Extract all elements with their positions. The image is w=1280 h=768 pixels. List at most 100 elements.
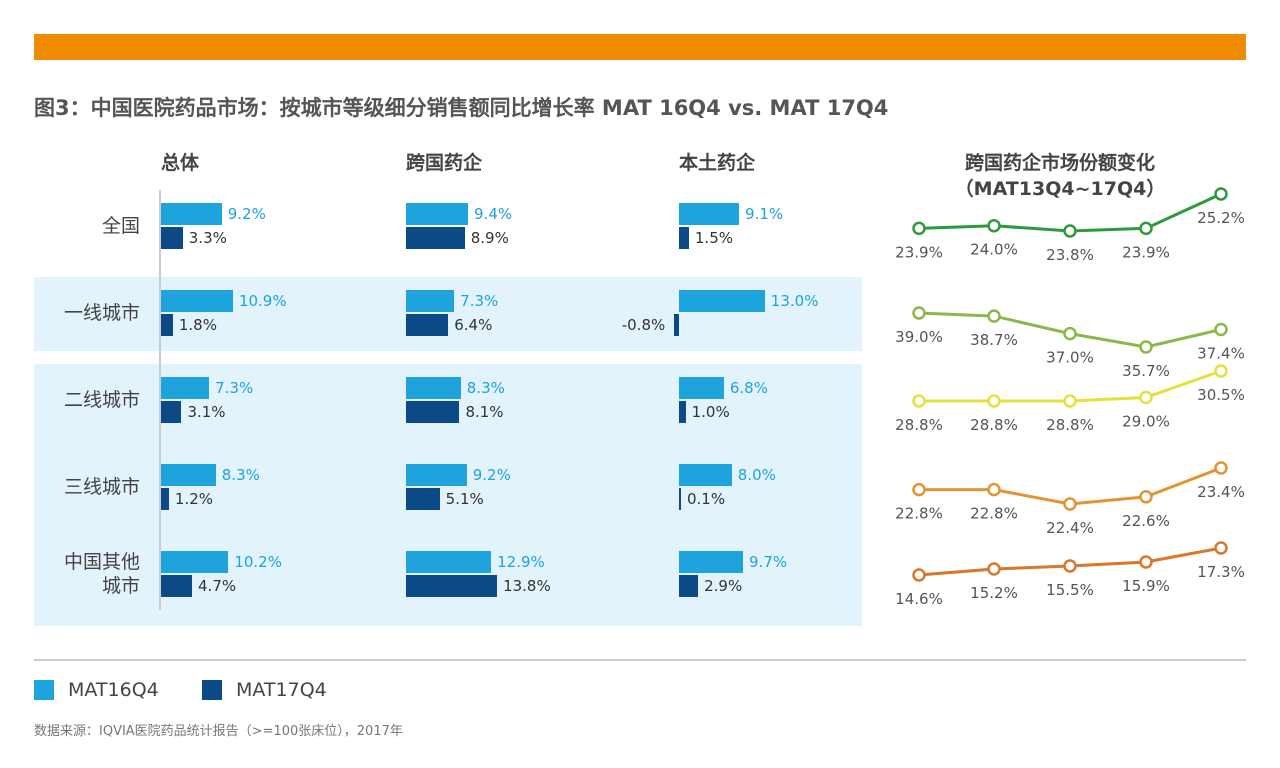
bar-value-label: 8.3%	[221, 466, 260, 484]
bar-mat16q4	[679, 290, 765, 312]
point-label: 23.8%	[1046, 246, 1094, 264]
data-point	[1063, 497, 1077, 511]
bar-value-label: 1.0%	[691, 403, 730, 421]
bar-value-label: 10.9%	[238, 292, 287, 310]
bar-value-label: -0.8%	[621, 316, 666, 334]
point-label: 23.9%	[1122, 243, 1170, 261]
bar-value-label: 9.1%	[745, 205, 784, 223]
bar-value-label: 3.3%	[188, 229, 227, 247]
point-label: 39.0%	[895, 328, 943, 346]
point-label: 24.0%	[970, 241, 1018, 259]
point-label: 35.7%	[1122, 362, 1170, 380]
point-label: 15.2%	[970, 584, 1018, 602]
point-label: 23.4%	[1197, 483, 1245, 501]
data-point	[1063, 394, 1077, 408]
row-label: 中国其他 城市	[63, 551, 140, 597]
bar-mat16q4	[406, 290, 455, 312]
bar-value-label: 7.3%	[215, 379, 254, 397]
legend-swatch	[202, 680, 222, 700]
row-label: 全国	[101, 215, 140, 237]
bar-mat17q4	[673, 314, 679, 336]
data-point	[1139, 340, 1153, 354]
bar-value-label: 10.2%	[234, 553, 282, 571]
point-label: 37.0%	[1046, 349, 1094, 367]
point-label: 28.8%	[1046, 416, 1094, 434]
bar-mat16q4	[406, 203, 469, 225]
bar-mat17q4	[161, 227, 183, 249]
data-point	[1214, 541, 1228, 555]
data-point	[912, 568, 926, 582]
point-label: 37.4%	[1197, 344, 1245, 362]
bar-value-label: 12.9%	[497, 553, 545, 571]
bar-mat16q4	[161, 464, 216, 486]
bar-mat17q4	[406, 401, 460, 423]
header-bar	[34, 34, 1246, 60]
bar-value-label: 3.1%	[187, 403, 226, 421]
bar-value-label: 8.0%	[737, 466, 776, 484]
row-label: 三线城市	[63, 476, 140, 498]
point-label: 17.3%	[1197, 563, 1245, 581]
point-label: 22.4%	[1046, 519, 1094, 537]
data-point	[1139, 221, 1153, 236]
bar-value-label: 1.2%	[174, 490, 214, 508]
source-note: 数据来源：IQVIA医院药品统计报告（>=100张床位），2017年	[34, 724, 403, 739]
data-point	[912, 221, 926, 236]
data-point	[1139, 390, 1153, 405]
panel-title-local: 本土药企	[679, 152, 756, 174]
bar-mat16q4	[679, 377, 724, 399]
bar-value-label: 8.9%	[470, 229, 509, 247]
point-label: 22.6%	[1122, 512, 1170, 530]
bar-mat17q4	[406, 488, 440, 510]
bar-mat17q4	[161, 575, 193, 597]
point-label: 15.9%	[1122, 577, 1170, 595]
data-point	[987, 394, 1001, 408]
panel-title-mnc: 跨国药企	[406, 152, 483, 174]
bar-value-label: 2.9%	[704, 577, 743, 595]
point-label: 14.6%	[895, 590, 943, 608]
data-point	[1139, 490, 1153, 504]
bar-mat17q4	[406, 575, 498, 597]
data-point	[987, 309, 1001, 323]
bar-value-label: 8.1%	[465, 403, 504, 421]
bar-mat16q4	[406, 551, 492, 573]
line-chart-subtitle: （MAT13Q4~17Q4）	[954, 178, 1166, 200]
point-label: 38.7%	[970, 331, 1018, 349]
data-point	[912, 306, 926, 320]
bar-value-label: 6.8%	[729, 379, 768, 397]
point-label: 25.2%	[1197, 209, 1245, 227]
data-point	[1214, 187, 1228, 201]
bar-value-label: 9.2%	[227, 205, 266, 223]
data-point	[1063, 559, 1077, 573]
bar-mat17q4	[679, 227, 689, 249]
bar-value-label: 8.3%	[466, 379, 505, 397]
bar-value-label: 4.7%	[198, 577, 237, 595]
bar-mat17q4	[161, 314, 173, 336]
bar-mat17q4	[406, 314, 449, 336]
bar-mat16q4	[679, 551, 744, 573]
bar-mat17q4	[161, 401, 182, 423]
legend-item-mat17: MAT17Q4	[202, 679, 327, 701]
point-label: 22.8%	[970, 505, 1018, 523]
bar-mat17q4	[679, 575, 699, 597]
bar-mat16q4	[679, 464, 732, 486]
data-point	[987, 218, 1001, 233]
bar-value-label: 7.3%	[460, 292, 499, 310]
point-label: 15.5%	[1046, 581, 1094, 599]
bar-mat16q4	[161, 290, 233, 312]
point-label: 29.0%	[1122, 412, 1170, 430]
data-point	[912, 394, 926, 408]
legend-label: MAT17Q4	[236, 679, 327, 701]
bar-value-label: 9.4%	[474, 205, 513, 223]
legend-item-mat16: MAT16Q4	[34, 679, 159, 701]
data-point	[912, 482, 926, 497]
bar-mat16q4	[161, 203, 222, 225]
legend-swatch	[34, 680, 54, 700]
bar-mat17q4	[161, 488, 169, 510]
bar-mat16q4	[406, 377, 461, 399]
data-point	[1214, 364, 1228, 378]
bar-value-label: 5.1%	[445, 490, 484, 508]
bar-mat16q4	[161, 377, 210, 399]
row-label: 二线城市	[63, 389, 140, 411]
bar-value-label: 1.8%	[178, 316, 217, 334]
data-point	[1214, 461, 1228, 475]
